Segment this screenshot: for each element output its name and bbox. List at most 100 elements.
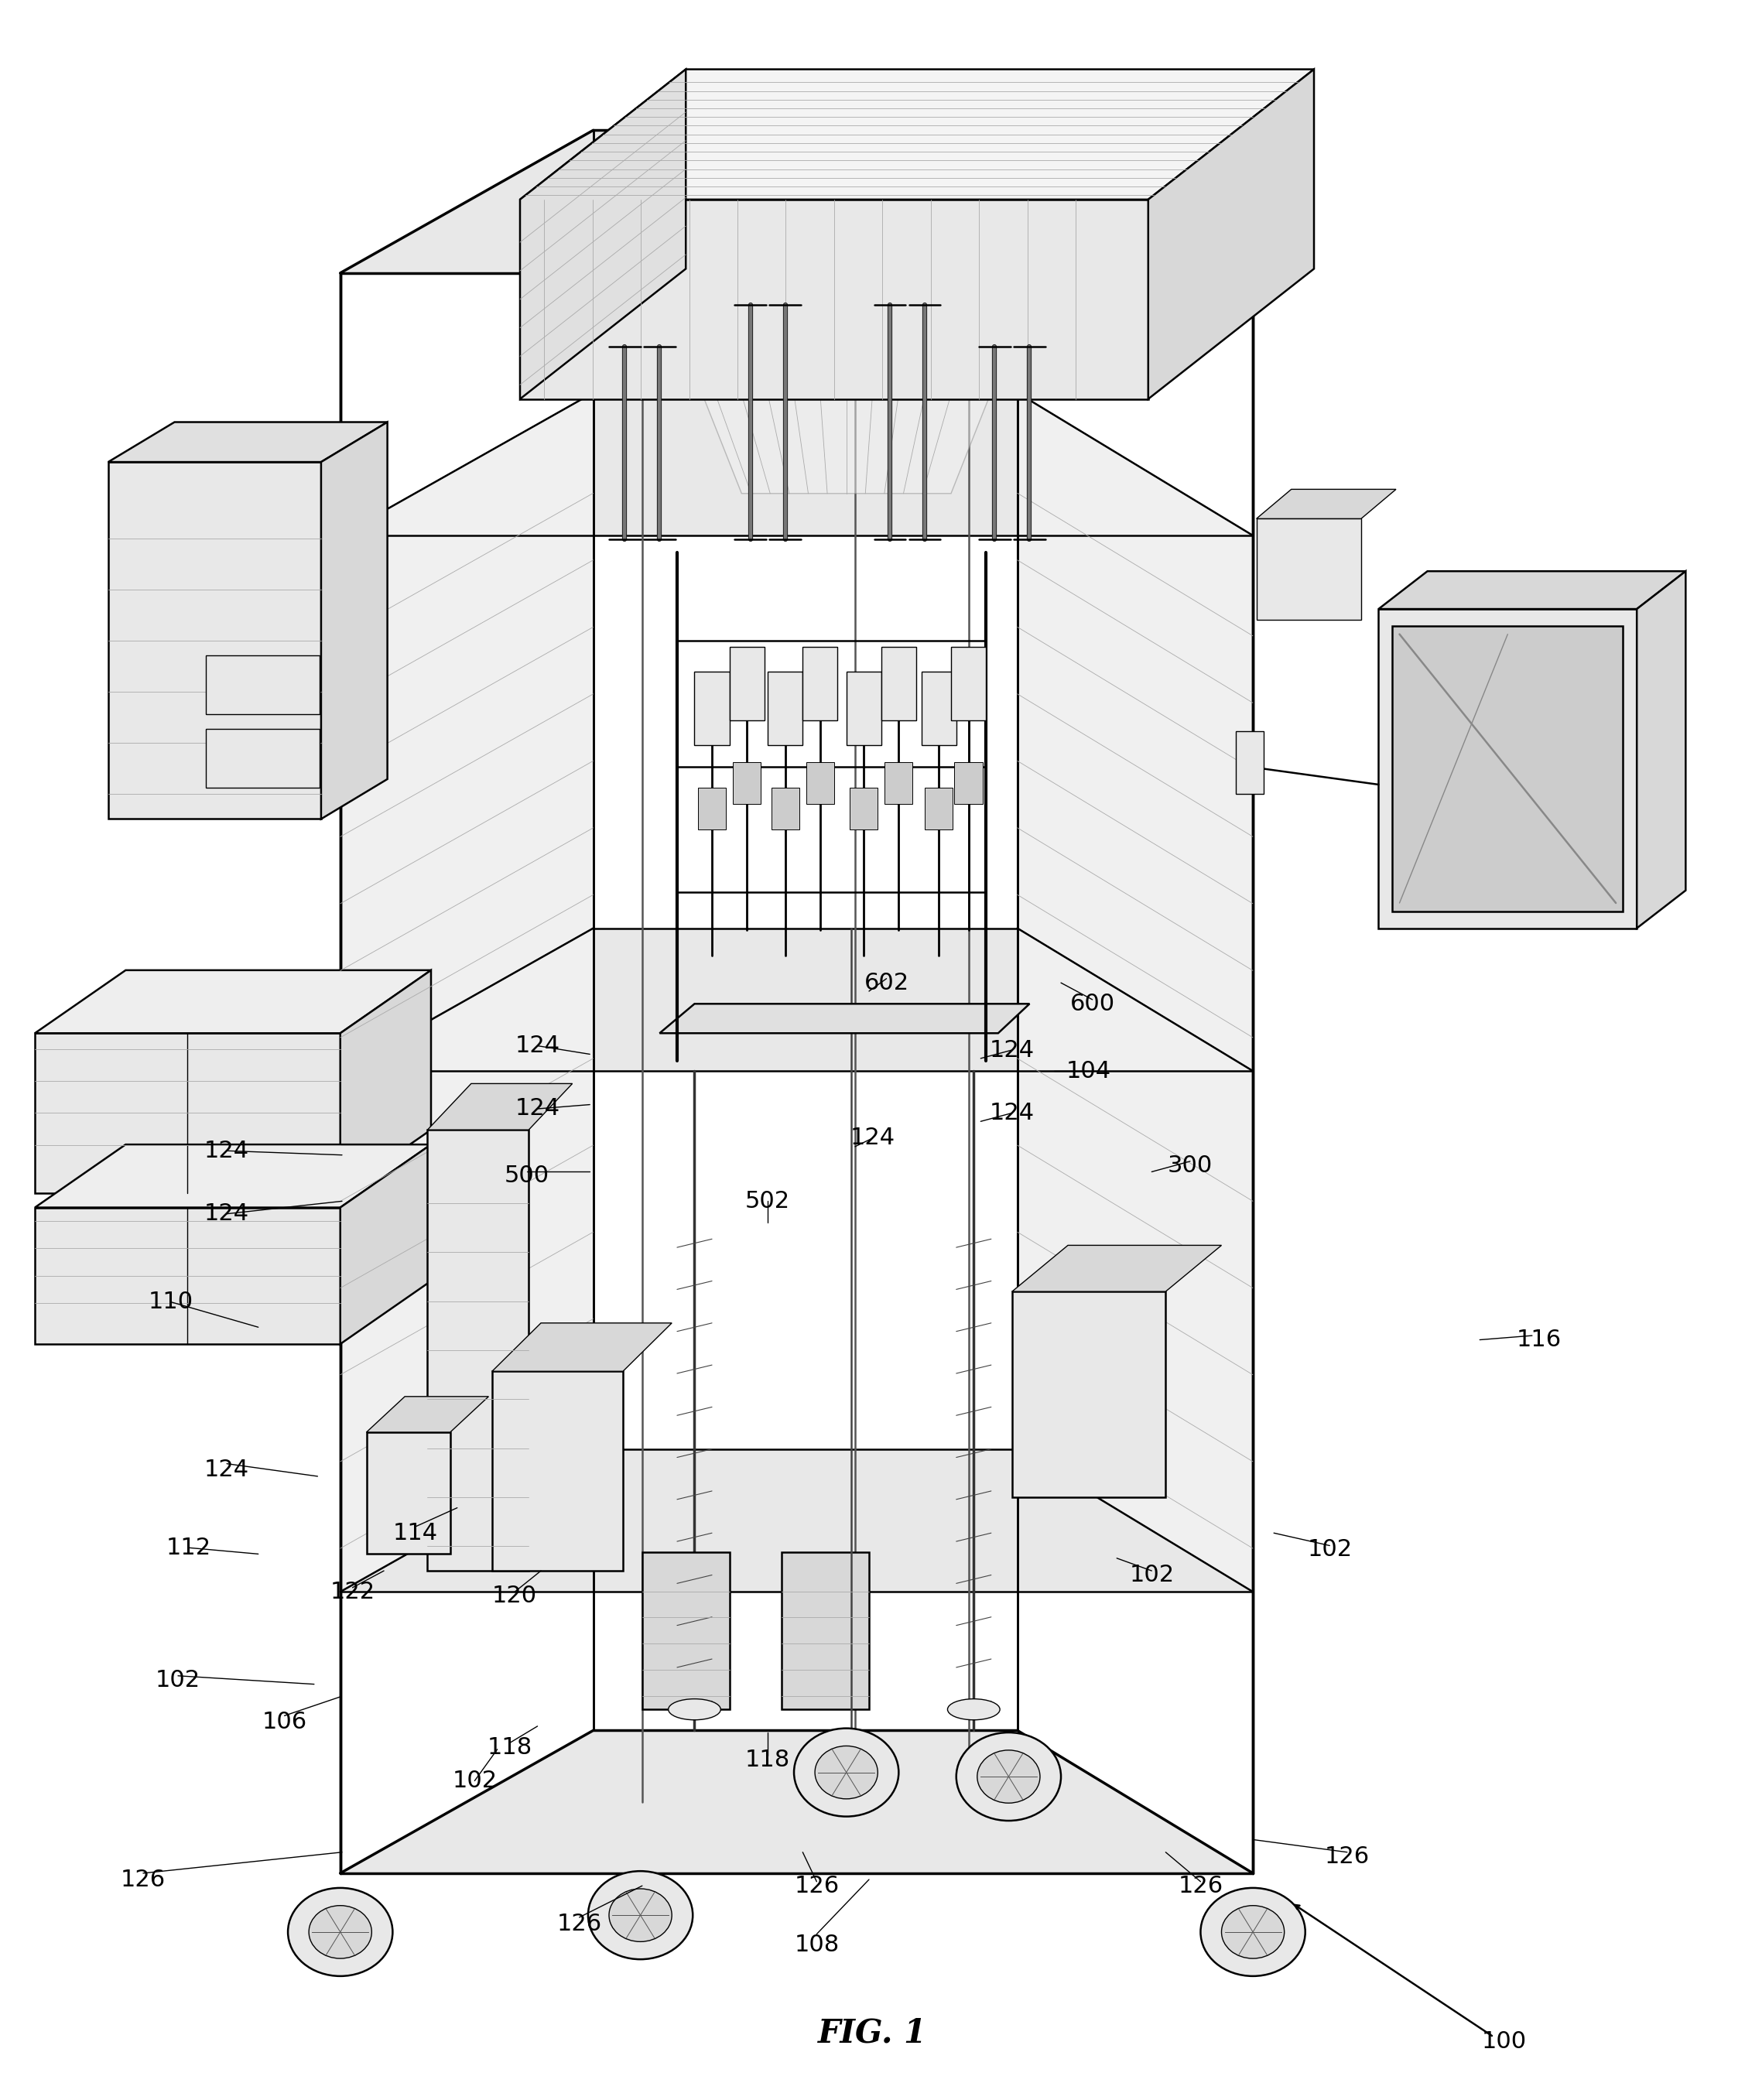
Text: 124: 124 — [515, 1035, 560, 1056]
Text: 600: 600 — [1070, 993, 1115, 1014]
Polygon shape — [35, 1033, 340, 1193]
Text: 500: 500 — [504, 1166, 550, 1186]
Polygon shape — [520, 69, 1314, 200]
Ellipse shape — [609, 1888, 672, 1942]
Bar — [695, 672, 729, 746]
Polygon shape — [654, 231, 1038, 494]
Bar — [955, 762, 982, 804]
Text: 502: 502 — [745, 1191, 790, 1212]
Text: 106: 106 — [262, 1712, 307, 1732]
Text: 116: 116 — [1516, 1329, 1562, 1350]
Polygon shape — [1148, 69, 1314, 399]
Ellipse shape — [309, 1905, 372, 1959]
Text: 102: 102 — [155, 1670, 201, 1690]
Polygon shape — [1379, 571, 1686, 609]
Polygon shape — [520, 69, 686, 399]
Text: 118: 118 — [745, 1749, 790, 1770]
Bar — [733, 762, 761, 804]
Bar — [806, 762, 834, 804]
Text: 602: 602 — [864, 972, 909, 993]
Polygon shape — [1012, 1245, 1221, 1292]
Polygon shape — [35, 1145, 431, 1208]
Text: 126: 126 — [1178, 1875, 1223, 1896]
Bar — [881, 647, 916, 720]
Text: 120: 120 — [492, 1586, 537, 1606]
Bar — [428, 1130, 529, 1571]
Bar — [206, 655, 319, 714]
Ellipse shape — [588, 1871, 693, 1959]
Polygon shape — [340, 928, 593, 1592]
Polygon shape — [340, 393, 593, 1071]
Bar — [803, 647, 838, 720]
Bar — [771, 788, 799, 830]
Bar — [951, 647, 986, 720]
Text: 104: 104 — [1066, 1060, 1112, 1082]
Polygon shape — [340, 393, 1253, 536]
Polygon shape — [321, 422, 387, 819]
Bar — [642, 1552, 729, 1709]
Text: 300: 300 — [1167, 1155, 1213, 1176]
Bar — [1235, 731, 1263, 794]
Text: 126: 126 — [557, 1913, 602, 1934]
Text: 126: 126 — [1324, 1846, 1370, 1867]
Bar — [768, 672, 803, 746]
Ellipse shape — [668, 1699, 721, 1720]
Polygon shape — [366, 1397, 489, 1432]
Bar — [782, 1552, 869, 1709]
Bar — [925, 788, 953, 830]
Polygon shape — [340, 130, 1253, 273]
Bar — [846, 672, 881, 746]
Bar — [885, 762, 913, 804]
Ellipse shape — [948, 1699, 1000, 1720]
Polygon shape — [108, 422, 387, 462]
Text: 110: 110 — [148, 1292, 194, 1312]
Ellipse shape — [794, 1728, 899, 1817]
Polygon shape — [340, 1730, 1253, 1873]
Bar — [492, 1371, 623, 1571]
Ellipse shape — [956, 1732, 1061, 1821]
Bar — [1379, 609, 1637, 928]
Text: FIG. 1: FIG. 1 — [818, 2016, 927, 2050]
Bar — [850, 788, 878, 830]
Text: 118: 118 — [487, 1737, 532, 1758]
Text: 124: 124 — [204, 1460, 250, 1480]
Bar — [108, 462, 321, 819]
Text: 102: 102 — [1307, 1539, 1352, 1560]
Text: 100: 100 — [1482, 2031, 1527, 2052]
Text: 114: 114 — [393, 1522, 438, 1544]
Polygon shape — [660, 1004, 1030, 1033]
Polygon shape — [340, 1449, 1253, 1592]
Polygon shape — [340, 928, 1253, 1071]
Text: 126: 126 — [794, 1875, 839, 1896]
Text: 124: 124 — [850, 1128, 895, 1149]
Bar — [698, 788, 726, 830]
Polygon shape — [520, 200, 1148, 399]
Polygon shape — [1637, 571, 1686, 928]
Polygon shape — [1017, 928, 1253, 1592]
Ellipse shape — [288, 1888, 393, 1976]
Polygon shape — [1256, 489, 1396, 519]
Polygon shape — [1017, 393, 1253, 1071]
Ellipse shape — [1222, 1905, 1284, 1959]
Polygon shape — [35, 970, 431, 1033]
Ellipse shape — [977, 1749, 1040, 1804]
Text: 126: 126 — [120, 1869, 166, 1890]
Text: 124: 124 — [204, 1140, 250, 1161]
Text: 102: 102 — [1129, 1564, 1174, 1586]
Text: 122: 122 — [330, 1581, 375, 1602]
Text: 102: 102 — [452, 1770, 497, 1791]
Text: 108: 108 — [794, 1934, 839, 1955]
Bar — [366, 1432, 450, 1554]
Ellipse shape — [1201, 1888, 1305, 1976]
Polygon shape — [35, 1208, 340, 1344]
Bar — [206, 729, 319, 788]
Bar — [1393, 626, 1623, 911]
Bar — [1256, 519, 1361, 619]
Text: 124: 124 — [989, 1040, 1035, 1061]
Text: 124: 124 — [204, 1203, 250, 1224]
Polygon shape — [428, 1084, 572, 1130]
Text: 124: 124 — [989, 1103, 1035, 1124]
Polygon shape — [340, 970, 431, 1193]
Bar — [1012, 1292, 1166, 1497]
Polygon shape — [340, 1145, 431, 1344]
